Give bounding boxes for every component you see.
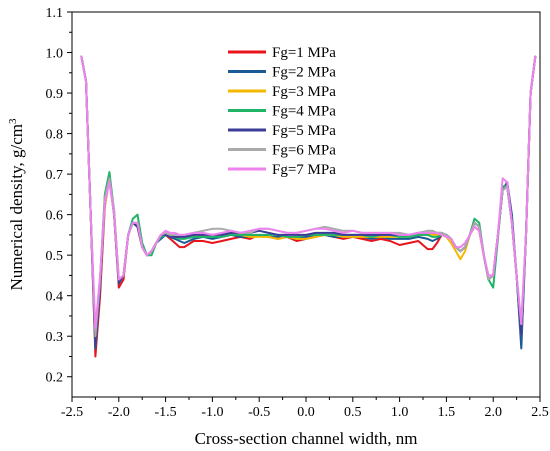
series-line-1 — [80, 55, 537, 358]
y-axis: 0.2 0.3 0.4 0.5 0.6 0.7 0.8 0.9 1.0 1.1 — [46, 6, 72, 386]
x-axis: -2.5 -2.0 -1.5 -1.0 -0.5 0.0 0.5 1.0 1.5 2.0 2.5 — [61, 397, 549, 420]
y-tick-label: 0.9 — [46, 87, 64, 102]
legend: Fg=1 MPa Fg=2 MPa Fg=3 MPa Fg=4 MPa Fg=5 MPa… — [228, 45, 336, 178]
y-tick-label: 0.3 — [46, 330, 64, 345]
x-tick-label: 0.0 — [297, 405, 315, 420]
x-tick-label: 0.5 — [344, 405, 362, 420]
y-tick-label: 0.7 — [46, 168, 64, 183]
legend-label-6: Fg=6 MPa — [272, 143, 336, 159]
legend-label-2: Fg=2 MPa — [272, 65, 336, 81]
legend-label-1: Fg=1 MPa — [272, 45, 336, 61]
legend-label-7: Fg=7 MPa — [272, 162, 336, 178]
y-axis-title-main: Numerical density, g/cm — [7, 124, 26, 291]
legend-label-3: Fg=3 MPa — [272, 84, 336, 100]
y-axis-title-superscript: 3 — [7, 118, 19, 124]
x-tick-label: 1.5 — [438, 405, 456, 420]
x-axis-title: Cross-section channel width, nm — [195, 429, 418, 448]
x-tick-label: -1.0 — [201, 405, 223, 420]
x-tick-label: 2.5 — [531, 405, 549, 420]
x-tick-label: -2.5 — [61, 405, 83, 420]
y-tick-label: 1.1 — [46, 6, 64, 21]
x-tick-label: -0.5 — [248, 405, 270, 420]
y-tick-label: 0.2 — [46, 371, 64, 386]
y-tick-label: 0.4 — [46, 290, 64, 305]
plot-lines — [80, 55, 537, 358]
series-line-2 — [80, 55, 537, 350]
legend-label-5: Fg=5 MPa — [272, 123, 336, 139]
x-tick-label: 1.0 — [391, 405, 409, 420]
y-tick-label: 0.6 — [46, 209, 64, 224]
x-tick-label: 2.0 — [484, 405, 502, 420]
y-tick-label: 1.0 — [46, 47, 64, 62]
y-tick-label: 0.5 — [46, 249, 64, 264]
y-axis-title: Numerical density, g/cm3 — [7, 118, 26, 291]
y-tick-label: 0.8 — [46, 128, 64, 143]
series-line-7 — [80, 55, 537, 330]
x-tick-label: -1.5 — [155, 405, 177, 420]
legend-label-4: Fg=4 MPa — [272, 104, 336, 120]
x-tick-label: -2.0 — [108, 405, 130, 420]
